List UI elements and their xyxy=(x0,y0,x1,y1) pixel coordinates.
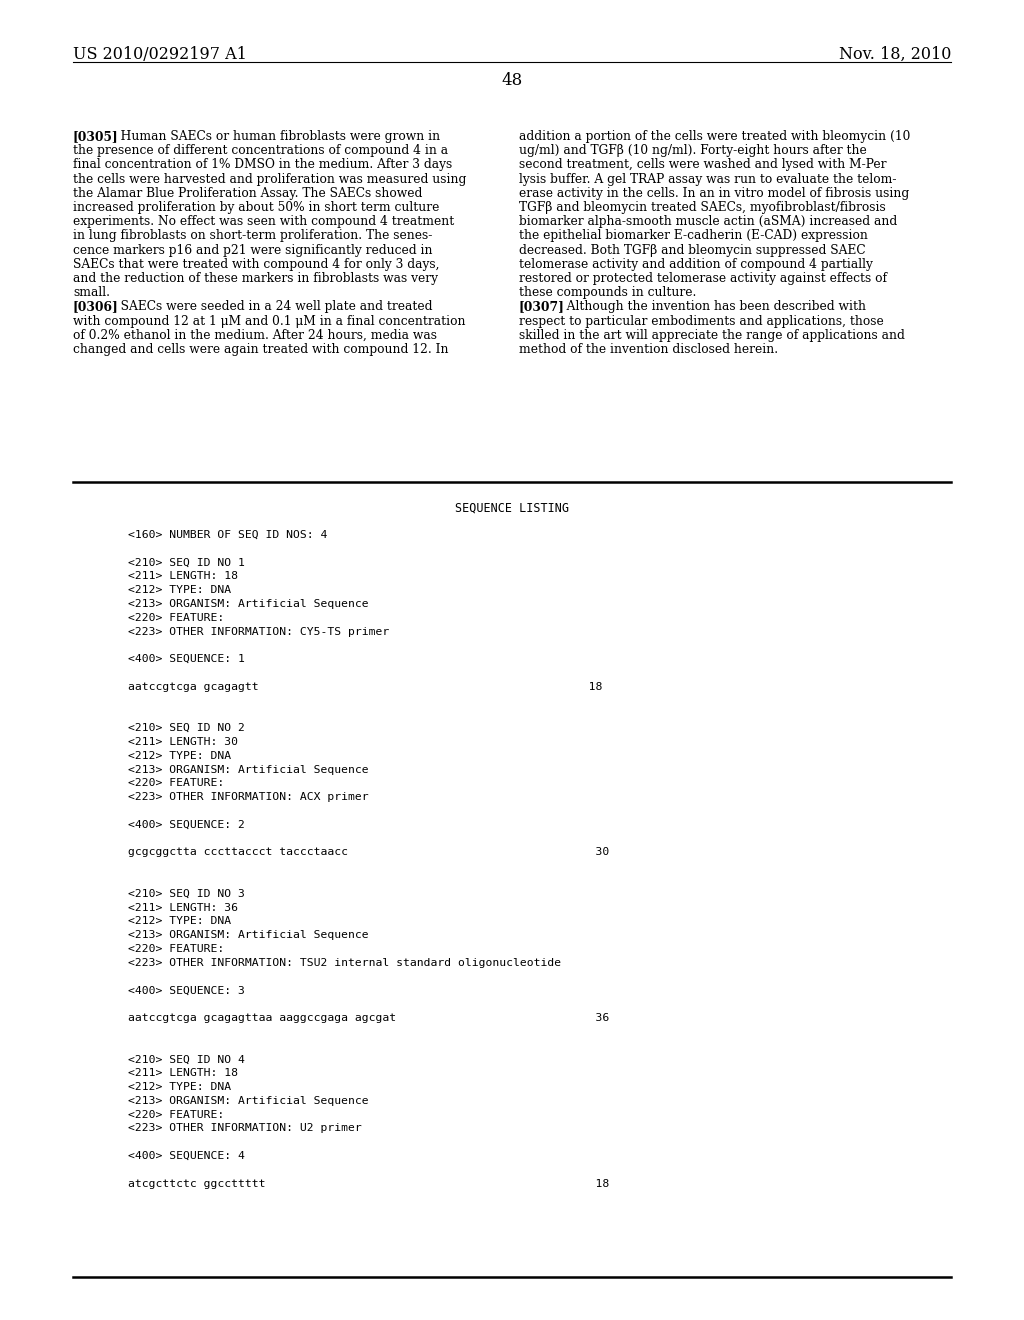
Text: <210> SEQ ID NO 1: <210> SEQ ID NO 1 xyxy=(128,557,245,568)
Text: [0307]: [0307] xyxy=(519,301,565,313)
Text: SAECs that were treated with compound 4 for only 3 days,: SAECs that were treated with compound 4 … xyxy=(73,257,439,271)
Text: second treatment, cells were washed and lysed with M-Per: second treatment, cells were washed and … xyxy=(519,158,887,172)
Text: SAECs were seeded in a 24 well plate and treated: SAECs were seeded in a 24 well plate and… xyxy=(109,301,432,313)
Text: the epithelial biomarker E-cadherin (E-CAD) expression: the epithelial biomarker E-cadherin (E-C… xyxy=(519,230,868,243)
Text: lysis buffer. A gel TRAP assay was run to evaluate the telom-: lysis buffer. A gel TRAP assay was run t… xyxy=(519,173,896,186)
Text: [0306]: [0306] xyxy=(73,301,119,313)
Text: TGFβ and bleomycin treated SAECs, myofibroblast/fibrosis: TGFβ and bleomycin treated SAECs, myofib… xyxy=(519,201,886,214)
Text: <223> OTHER INFORMATION: U2 primer: <223> OTHER INFORMATION: U2 primer xyxy=(128,1123,361,1134)
Text: method of the invention disclosed herein.: method of the invention disclosed herein… xyxy=(519,343,778,356)
Text: <210> SEQ ID NO 4: <210> SEQ ID NO 4 xyxy=(128,1055,245,1064)
Text: the Alamar Blue Proliferation Assay. The SAECs showed: the Alamar Blue Proliferation Assay. The… xyxy=(73,187,422,199)
Text: the cells were harvested and proliferation was measured using: the cells were harvested and proliferati… xyxy=(73,173,466,186)
Text: final concentration of 1% DMSO in the medium. After 3 days: final concentration of 1% DMSO in the me… xyxy=(73,158,453,172)
Text: these compounds in culture.: these compounds in culture. xyxy=(519,286,696,300)
Text: erase activity in the cells. In an in vitro model of fibrosis using: erase activity in the cells. In an in vi… xyxy=(519,187,909,199)
Text: aatccgtcga gcagagttaa aaggccgaga agcgat                             36: aatccgtcga gcagagttaa aaggccgaga agcgat … xyxy=(128,1012,609,1023)
Text: respect to particular embodiments and applications, those: respect to particular embodiments and ap… xyxy=(519,314,884,327)
Text: <223> OTHER INFORMATION: CY5-TS primer: <223> OTHER INFORMATION: CY5-TS primer xyxy=(128,627,389,636)
Text: Although the invention has been described with: Although the invention has been describe… xyxy=(555,301,866,313)
Text: <211> LENGTH: 30: <211> LENGTH: 30 xyxy=(128,737,238,747)
Text: <213> ORGANISM: Artificial Sequence: <213> ORGANISM: Artificial Sequence xyxy=(128,1096,369,1106)
Text: 48: 48 xyxy=(502,73,522,88)
Text: <223> OTHER INFORMATION: ACX primer: <223> OTHER INFORMATION: ACX primer xyxy=(128,792,369,803)
Text: SEQUENCE LISTING: SEQUENCE LISTING xyxy=(455,502,569,515)
Text: gcgcggctta cccttaccct taccctaacc                                    30: gcgcggctta cccttaccct taccctaacc 30 xyxy=(128,847,609,858)
Text: changed and cells were again treated with compound 12. In: changed and cells were again treated wit… xyxy=(73,343,449,356)
Text: small.: small. xyxy=(73,286,110,300)
Text: <212> TYPE: DNA: <212> TYPE: DNA xyxy=(128,1082,231,1092)
Text: <220> FEATURE:: <220> FEATURE: xyxy=(128,1110,224,1119)
Text: <210> SEQ ID NO 3: <210> SEQ ID NO 3 xyxy=(128,888,245,899)
Text: <212> TYPE: DNA: <212> TYPE: DNA xyxy=(128,751,231,760)
Text: <213> ORGANISM: Artificial Sequence: <213> ORGANISM: Artificial Sequence xyxy=(128,764,369,775)
Text: <213> ORGANISM: Artificial Sequence: <213> ORGANISM: Artificial Sequence xyxy=(128,931,369,940)
Text: ug/ml) and TGFβ (10 ng/ml). Forty-eight hours after the: ug/ml) and TGFβ (10 ng/ml). Forty-eight … xyxy=(519,144,866,157)
Text: restored or protected telomerase activity against effects of: restored or protected telomerase activit… xyxy=(519,272,887,285)
Text: <212> TYPE: DNA: <212> TYPE: DNA xyxy=(128,585,231,595)
Text: <211> LENGTH: 18: <211> LENGTH: 18 xyxy=(128,1068,238,1078)
Text: with compound 12 at 1 μM and 0.1 μM in a final concentration: with compound 12 at 1 μM and 0.1 μM in a… xyxy=(73,314,466,327)
Text: <220> FEATURE:: <220> FEATURE: xyxy=(128,944,224,954)
Text: experiments. No effect was seen with compound 4 treatment: experiments. No effect was seen with com… xyxy=(73,215,455,228)
Text: <211> LENGTH: 18: <211> LENGTH: 18 xyxy=(128,572,238,581)
Text: the presence of different concentrations of compound 4 in a: the presence of different concentrations… xyxy=(73,144,449,157)
Text: telomerase activity and addition of compound 4 partially: telomerase activity and addition of comp… xyxy=(519,257,872,271)
Text: <400> SEQUENCE: 3: <400> SEQUENCE: 3 xyxy=(128,986,245,995)
Text: skilled in the art will appreciate the range of applications and: skilled in the art will appreciate the r… xyxy=(519,329,905,342)
Text: <210> SEQ ID NO 2: <210> SEQ ID NO 2 xyxy=(128,723,245,733)
Text: <211> LENGTH: 36: <211> LENGTH: 36 xyxy=(128,903,238,912)
Text: in lung fibroblasts on short-term proliferation. The senes-: in lung fibroblasts on short-term prolif… xyxy=(73,230,432,243)
Text: decreased. Both TGFβ and bleomycin suppressed SAEC: decreased. Both TGFβ and bleomycin suppr… xyxy=(519,244,865,256)
Text: and the reduction of these markers in fibroblasts was very: and the reduction of these markers in fi… xyxy=(73,272,438,285)
Text: <223> OTHER INFORMATION: TSU2 internal standard oligonucleotide: <223> OTHER INFORMATION: TSU2 internal s… xyxy=(128,958,561,968)
Text: <212> TYPE: DNA: <212> TYPE: DNA xyxy=(128,916,231,927)
Text: US 2010/0292197 A1: US 2010/0292197 A1 xyxy=(73,46,247,63)
Text: aatccgtcga gcagagtt                                                18: aatccgtcga gcagagtt 18 xyxy=(128,682,602,692)
Text: addition a portion of the cells were treated with bleomycin (10: addition a portion of the cells were tre… xyxy=(519,129,910,143)
Text: <400> SEQUENCE: 1: <400> SEQUENCE: 1 xyxy=(128,655,245,664)
Text: <400> SEQUENCE: 2: <400> SEQUENCE: 2 xyxy=(128,820,245,830)
Text: [0305]: [0305] xyxy=(73,129,119,143)
Text: Nov. 18, 2010: Nov. 18, 2010 xyxy=(839,46,951,63)
Text: <400> SEQUENCE: 4: <400> SEQUENCE: 4 xyxy=(128,1151,245,1162)
Text: <160> NUMBER OF SEQ ID NOS: 4: <160> NUMBER OF SEQ ID NOS: 4 xyxy=(128,531,328,540)
Text: of 0.2% ethanol in the medium. After 24 hours, media was: of 0.2% ethanol in the medium. After 24 … xyxy=(73,329,437,342)
Text: <213> ORGANISM: Artificial Sequence: <213> ORGANISM: Artificial Sequence xyxy=(128,599,369,609)
Text: <220> FEATURE:: <220> FEATURE: xyxy=(128,612,224,623)
Text: cence markers p16 and p21 were significantly reduced in: cence markers p16 and p21 were significa… xyxy=(73,244,432,256)
Text: atcgcttctc ggccttttt                                                18: atcgcttctc ggccttttt 18 xyxy=(128,1179,609,1188)
Text: biomarker alpha-smooth muscle actin (aSMA) increased and: biomarker alpha-smooth muscle actin (aSM… xyxy=(519,215,897,228)
Text: increased proliferation by about 50% in short term culture: increased proliferation by about 50% in … xyxy=(73,201,439,214)
Text: <220> FEATURE:: <220> FEATURE: xyxy=(128,779,224,788)
Text: Human SAECs or human fibroblasts were grown in: Human SAECs or human fibroblasts were gr… xyxy=(109,129,440,143)
